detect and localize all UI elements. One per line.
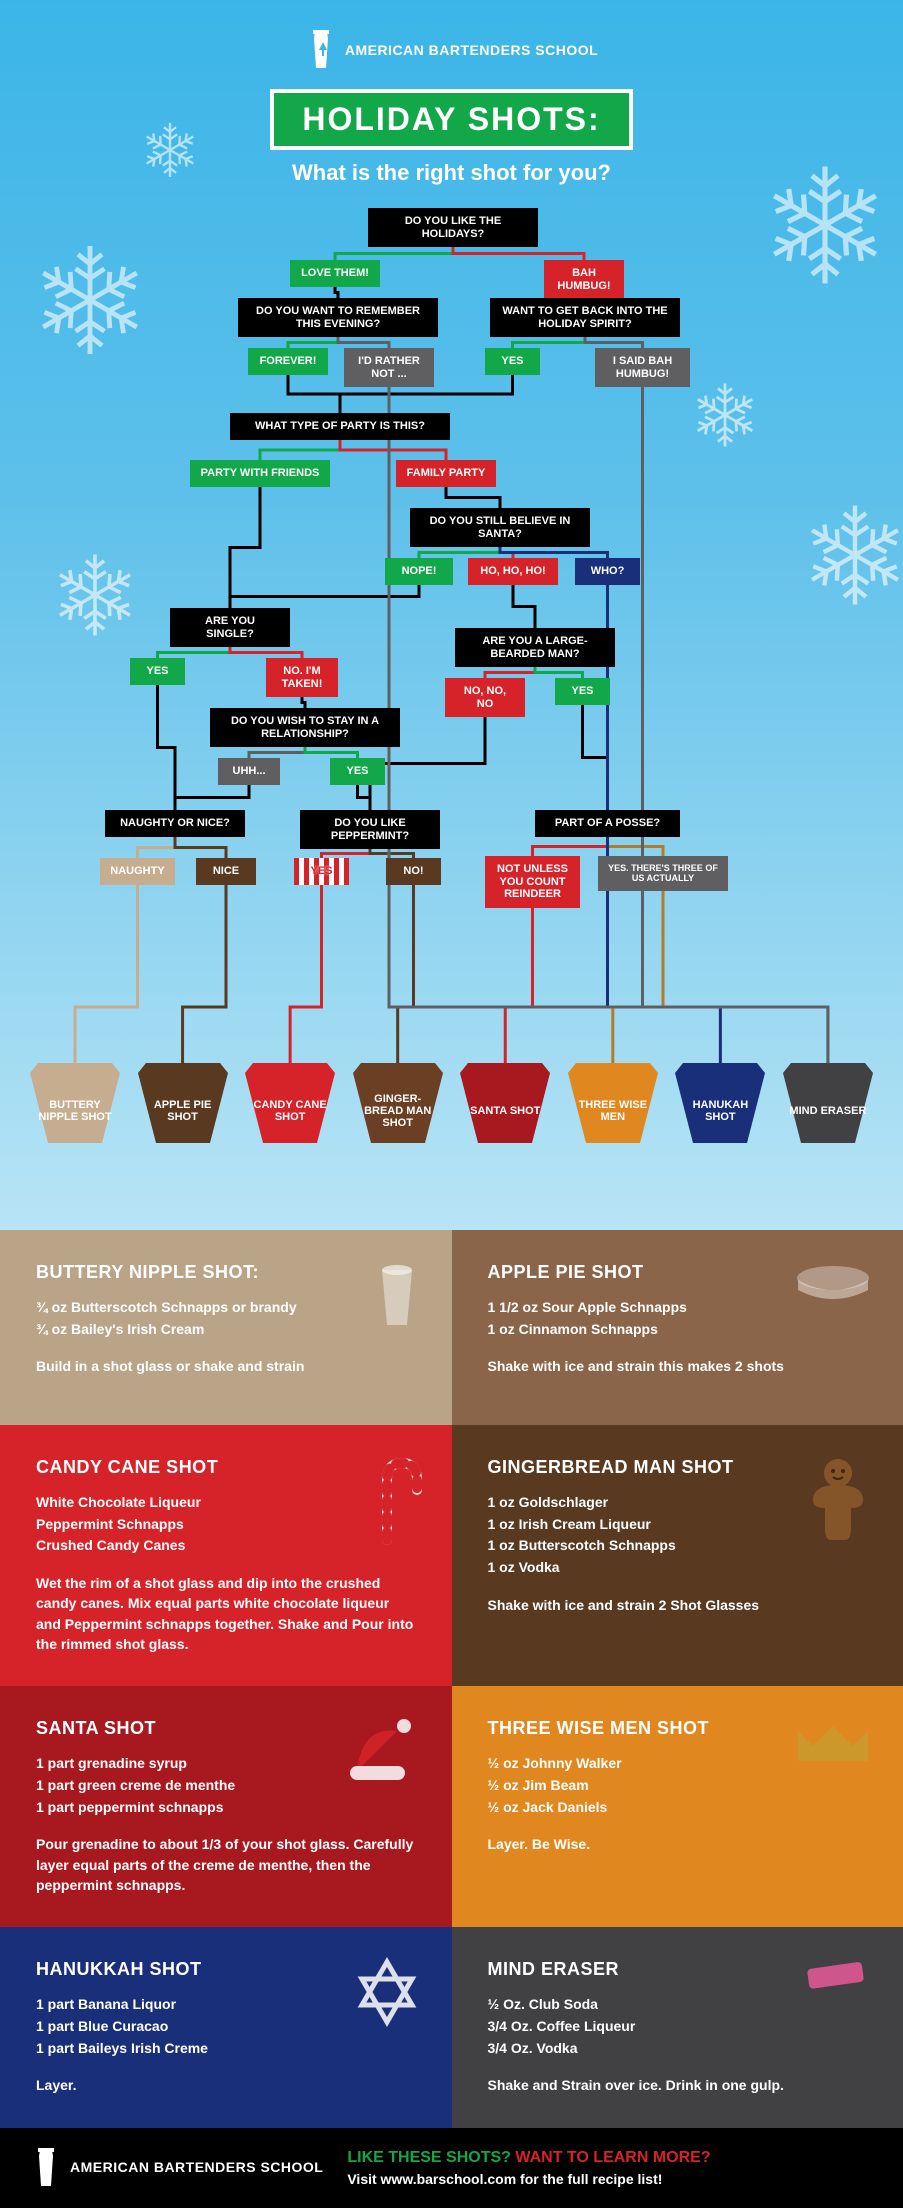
- candy-cane-icon: [372, 1455, 422, 1550]
- recipe-card: BUTTERY NIPPLE SHOT: ¾ oz Butterscotch S…: [0, 1230, 452, 1425]
- flow-node-q3: WHAT TYPE OF PARTY IS THIS?: [230, 413, 450, 440]
- cta-2: WANT TO LEARN MORE?: [515, 2149, 710, 2166]
- flow-node-a10b: YES. THERE'S THREE OF US ACTUALLY: [598, 856, 728, 891]
- flow-node-a5a: YES: [130, 658, 185, 685]
- footer-brand-text: AMERICAN BARTENDERS SCHOOL: [70, 2160, 323, 2175]
- recipe-card: THREE WISE MEN SHOT ½ oz Johnny Walker½ …: [452, 1686, 903, 1927]
- recipe-instructions: Layer. Be Wise.: [488, 1834, 868, 1854]
- bucket-label: THREE WISE MEN: [568, 1063, 658, 1143]
- shot-bucket: HANUKAH SHOT: [675, 1063, 765, 1143]
- recipe-instructions: Pour grenadine to about 1/3 of your shot…: [36, 1834, 416, 1895]
- recipes-grid: BUTTERY NIPPLE SHOT: ¾ oz Butterscotch S…: [0, 1230, 903, 2128]
- bucket-label: GINGER- BREAD MAN SHOT: [353, 1063, 443, 1143]
- flow-node-a6b: YES: [555, 678, 610, 705]
- recipe-card: SANTA SHOT 1 part grenadine syrup1 part …: [0, 1686, 452, 1927]
- bucket-label: MIND ERASER: [783, 1063, 873, 1143]
- flowchart: BUTTERY NIPPLE SHOTAPPLE PIE SHOTCANDY C…: [0, 198, 903, 1168]
- flow-node-a2b1: YES: [485, 348, 540, 375]
- subtitle: What is the right shot for you?: [0, 160, 903, 186]
- shot-bucket: BUTTERY NIPPLE SHOT: [30, 1063, 120, 1143]
- flow-node-a8a: NAUGHTY: [100, 858, 175, 885]
- recipe-instructions: Build in a shot glass or shake and strai…: [36, 1356, 416, 1376]
- recipe-card: APPLE PIE SHOT 1 1/2 oz Sour Apple Schna…: [452, 1230, 903, 1425]
- flow-node-a3a: PARTY WITH FRIENDS: [190, 460, 330, 487]
- shot-bucket: THREE WISE MEN: [568, 1063, 658, 1143]
- flow-node-q5: ARE YOU SINGLE?: [170, 608, 290, 647]
- bucket-label: SANTA SHOT: [460, 1063, 550, 1143]
- flow-node-a8b: NICE: [196, 858, 256, 885]
- title-band: HOLIDAY SHOTS:: [270, 89, 632, 150]
- flow-node-a7b: YES: [330, 758, 385, 785]
- flow-node-a3b: FAMILY PARTY: [396, 460, 496, 487]
- footer-sub: Visit www.barschool.com for the full rec…: [347, 2171, 710, 2187]
- flow-node-a10a: NOT UNLESS YOU COUNT REINDEER: [485, 856, 580, 908]
- santa-hat-icon: [342, 1716, 422, 1791]
- shot-bucket: CANDY CANE SHOT: [245, 1063, 335, 1143]
- footer-brand: AMERICAN BARTENDERS SCHOOL: [30, 2148, 323, 2188]
- cta-1: LIKE THESE SHOTS?: [347, 2149, 511, 2166]
- hero-section: AMERICAN BARTENDERS SCHOOL HOLIDAY SHOTS…: [0, 0, 903, 1230]
- recipe-title: BUTTERY NIPPLE SHOT:: [36, 1262, 416, 1283]
- brand-text: AMERICAN BARTENDERS SCHOOL: [345, 43, 598, 58]
- flow-node-a2a2: I'D RATHER NOT ...: [344, 348, 434, 387]
- shot-bucket: GINGER- BREAD MAN SHOT: [353, 1063, 443, 1143]
- flow-node-q10: PART OF A POSSE?: [535, 810, 680, 837]
- brand-lockup: AMERICAN BARTENDERS SCHOOL: [305, 30, 598, 70]
- header: AMERICAN BARTENDERS SCHOOL HOLIDAY SHOTS…: [0, 0, 903, 198]
- flow-node-a1b: BAH HUMBUG!: [544, 260, 624, 299]
- flow-node-a2a1: FOREVER!: [248, 348, 328, 375]
- star-david-icon: [352, 1957, 422, 2032]
- recipe-ingredients: ¾ oz Butterscotch Schnapps or brandy¾ oz…: [36, 1297, 416, 1340]
- recipe-ingredients: White Chocolate LiqueurPeppermint Schnap…: [36, 1492, 416, 1557]
- shot-glass-icon: [372, 1260, 422, 1335]
- shot-buckets-row: BUTTERY NIPPLE SHOTAPPLE PIE SHOTCANDY C…: [0, 1028, 903, 1168]
- flow-node-a7a: UHH...: [218, 758, 280, 785]
- footer: AMERICAN BARTENDERS SCHOOL LIKE THESE SH…: [0, 2128, 903, 2208]
- recipe-instructions: Wet the rim of a shot glass and dip into…: [36, 1573, 416, 1654]
- flow-node-a4b: HO, HO, HO!: [468, 558, 558, 585]
- footer-cta: LIKE THESE SHOTS? WANT TO LEARN MORE?: [347, 2149, 710, 2167]
- page-title: HOLIDAY SHOTS:: [302, 101, 600, 137]
- recipe-card: CANDY CANE SHOT White Chocolate LiqueurP…: [0, 1425, 452, 1686]
- shaker-icon: [30, 2148, 62, 2188]
- flow-node-a4c: WHO?: [575, 558, 640, 585]
- flow-node-a9a: YES: [294, 858, 349, 885]
- crown-icon: [793, 1716, 873, 1771]
- shaker-icon: [305, 30, 337, 70]
- gingerbread-icon: [803, 1455, 873, 1550]
- flow-node-q9: DO YOU LIKE PEPPERMINT?: [300, 810, 440, 849]
- flow-node-a4a: NOPE!: [385, 558, 453, 585]
- recipe-card: HANUKKAH SHOT 1 part Banana Liquor1 part…: [0, 1927, 452, 2127]
- bucket-label: BUTTERY NIPPLE SHOT: [30, 1063, 120, 1143]
- recipe-instructions: Shake and Strain over ice. Drink in one …: [488, 2075, 868, 2095]
- bucket-label: APPLE PIE SHOT: [138, 1063, 228, 1143]
- flow-node-q4: DO YOU STILL BELIEVE IN SANTA?: [410, 508, 590, 547]
- recipe-instructions: Shake with ice and strain this makes 2 s…: [488, 1356, 868, 1376]
- flow-node-a9b: NO!: [386, 858, 441, 885]
- flow-node-a6a: NO, NO, NO: [445, 678, 525, 717]
- flow-node-a1a: LOVE THEM!: [290, 260, 380, 287]
- recipe-ingredients: ½ Oz. Club Soda3/4 Oz. Coffee Liqueur3/4…: [488, 1994, 868, 2059]
- recipe-title: CANDY CANE SHOT: [36, 1457, 416, 1478]
- flow-node-a2b2: I SAID BAH HUMBUG!: [595, 348, 690, 387]
- flow-node-q2a: DO YOU WANT TO REMEMBER THIS EVENING?: [238, 298, 438, 337]
- recipe-card: MIND ERASER ½ Oz. Club Soda3/4 Oz. Coffe…: [452, 1927, 903, 2127]
- pie-icon: [793, 1260, 873, 1305]
- bucket-label: CANDY CANE SHOT: [245, 1063, 335, 1143]
- eraser-icon: [803, 1957, 873, 1997]
- bucket-label: HANUKAH SHOT: [675, 1063, 765, 1143]
- shot-bucket: SANTA SHOT: [460, 1063, 550, 1143]
- recipe-instructions: Shake with ice and strain 2 Shot Glasses: [488, 1595, 868, 1615]
- shot-bucket: MIND ERASER: [783, 1063, 873, 1143]
- flow-node-q8: NAUGHTY OR NICE?: [105, 810, 245, 837]
- flow-node-a5b: NO. I'M TAKEN!: [266, 658, 338, 697]
- shot-bucket: APPLE PIE SHOT: [138, 1063, 228, 1143]
- recipe-card: GINGERBREAD MAN SHOT 1 oz Goldschlager1 …: [452, 1425, 903, 1686]
- flow-node-q7: DO YOU WISH TO STAY IN A RELATIONSHIP?: [210, 708, 400, 747]
- flow-node-q6: ARE YOU A LARGE-BEARDED MAN?: [455, 628, 615, 667]
- flow-node-q2b: WANT TO GET BACK INTO THE HOLIDAY SPIRIT…: [490, 298, 680, 337]
- recipe-instructions: Layer.: [36, 2075, 416, 2095]
- flow-node-q1: DO YOU LIKE THE HOLIDAYS?: [368, 208, 538, 247]
